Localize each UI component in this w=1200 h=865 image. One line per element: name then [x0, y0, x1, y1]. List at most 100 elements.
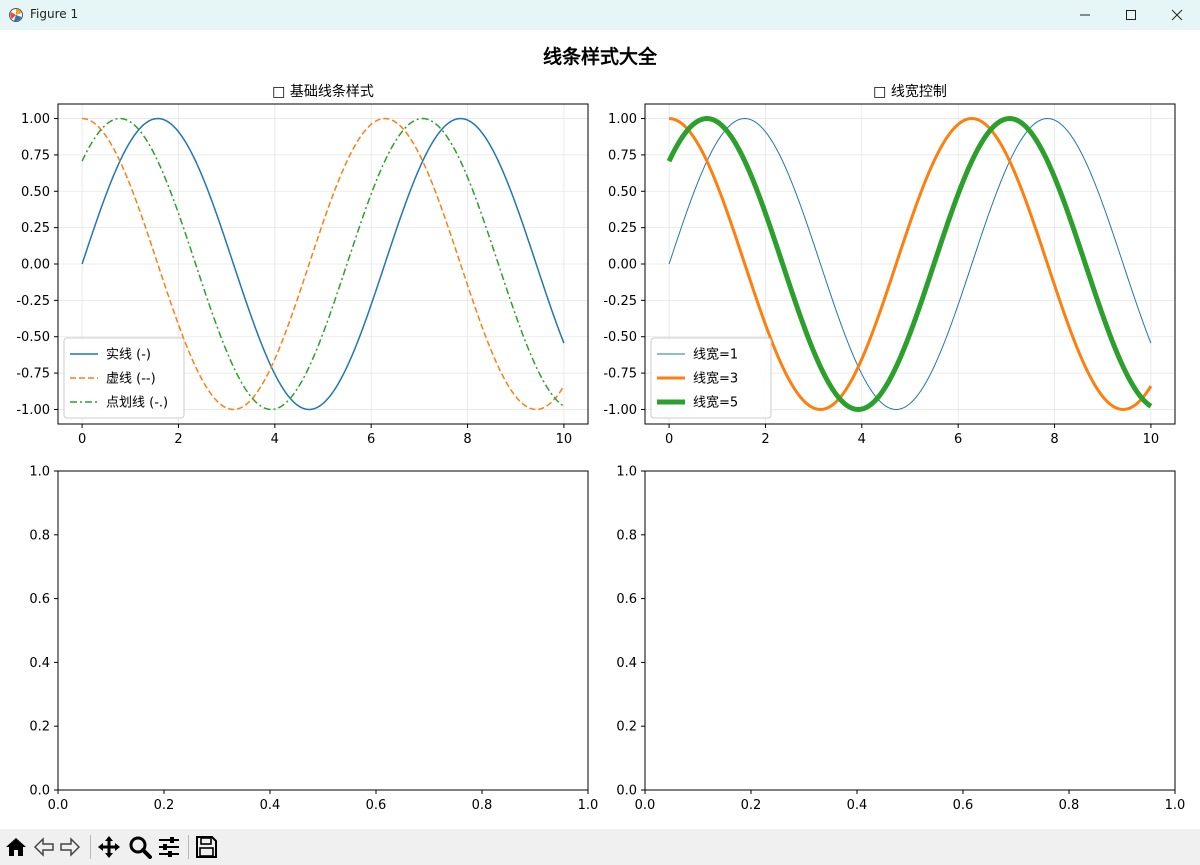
- home-icon: [6, 838, 26, 856]
- back-icon: [33, 837, 54, 857]
- minimize-button[interactable]: [1062, 0, 1108, 30]
- pan-button[interactable]: [97, 835, 121, 859]
- y-tick-label: 0.50: [21, 185, 50, 200]
- toolbar-separator: [188, 835, 189, 859]
- x-tick-label: 2: [174, 432, 182, 447]
- legend-box: [63, 337, 185, 419]
- close-icon: [1171, 9, 1183, 21]
- series-line-3: [81, 117, 565, 411]
- x-tick-label: 8: [1050, 432, 1058, 447]
- y-tick-label: 0.25: [21, 221, 50, 236]
- y-tick-label: 0.00: [608, 258, 637, 273]
- y-tick-label: 0.8: [616, 528, 637, 543]
- legend-box: [650, 337, 772, 419]
- y-tick-label: -0.25: [16, 294, 50, 309]
- figure-canvas: 线条样式大全 0 2 4 6 8 101.000.750.500.250.00-0.25-…: [0, 30, 1200, 829]
- legend-label: 线宽=3: [693, 371, 738, 387]
- y-tick-label: 0.75: [608, 148, 637, 163]
- x-tick-label: 4: [271, 432, 279, 447]
- y-tick-label: -0.25: [603, 294, 637, 309]
- y-tick-label: 0.8: [29, 528, 50, 543]
- toolbar-separator: [90, 835, 91, 859]
- axes-frame: [644, 470, 1176, 791]
- x-tick-label: 6: [954, 432, 962, 447]
- y-tick-label: 1.0: [616, 465, 637, 480]
- figure-suptitle: 线条样式大全: [543, 45, 658, 68]
- x-tick-label: 4: [858, 432, 866, 447]
- x-tick-label: 8: [463, 432, 471, 447]
- save-button[interactable]: [194, 835, 218, 859]
- axes-frame: [57, 470, 589, 791]
- subplot-1: 0 2 4 6 8 10 1.00 0.75 0.50 0.25 0.00 -0.25 -0.50 -0.…: [16, 83, 589, 447]
- navigation-toolbar: [0, 829, 1200, 865]
- subplot-2: 0 2 4 6 8 10 1.00 0.75 0.50 0.25 0.00 -0.25 -0.50 -0.…: [603, 83, 1176, 447]
- legend-label: 线宽=5: [693, 395, 738, 411]
- y-tick-label: 0.6: [616, 592, 637, 607]
- x-tick-label: 0.8: [1059, 798, 1080, 813]
- legend-label: 点划线 (-.): [106, 396, 168, 411]
- y-tick-label: -0.50: [603, 330, 637, 345]
- forward-button[interactable]: [58, 835, 82, 859]
- subplot-title: □ 基础线条样式: [272, 83, 374, 100]
- legend-label: 虚线 (--): [106, 372, 156, 387]
- y-tick-label: 0.0: [29, 784, 50, 799]
- back-button[interactable]: [32, 835, 56, 859]
- configure-icon: [159, 837, 179, 857]
- matplotlib-app-icon: [8, 7, 24, 23]
- y-tick-label: 0.6: [29, 592, 50, 607]
- x-tick-label: 0.2: [154, 798, 175, 813]
- maximize-icon: [1126, 10, 1136, 20]
- y-tick-label: -1.00: [603, 403, 637, 418]
- x-tick-label: 0: [665, 432, 673, 447]
- x-tick-label: 2: [761, 432, 769, 447]
- x-tick-label: 0.0: [635, 798, 656, 813]
- home-button[interactable]: [4, 835, 28, 859]
- x-tick-label: 0.4: [847, 798, 868, 813]
- y-tick-label: 1.00: [21, 112, 50, 127]
- x-tick-label: 0.0: [48, 798, 69, 813]
- legend-label: 线宽=1: [693, 347, 738, 363]
- configure-subplots-button[interactable]: [157, 835, 181, 859]
- y-tick-label: 0.75: [21, 148, 50, 163]
- y-tick-label: -0.75: [603, 367, 637, 382]
- y-tick-label: -0.50: [16, 330, 50, 345]
- x-tick-label: 10: [556, 432, 573, 447]
- window-titlebar: Figure 1: [0, 0, 1200, 30]
- zoom-icon: [129, 836, 152, 859]
- y-tick-label: 1.00: [608, 112, 637, 127]
- minimize-icon: [1080, 14, 1090, 16]
- series-line-2: [669, 117, 1153, 411]
- legend: 实线 (-) 虚线 (--) 点划线 (-.): [63, 337, 185, 419]
- x-tick-label: 0: [78, 432, 86, 447]
- window-title: Figure 1: [30, 7, 79, 21]
- x-tick-label: 0.4: [260, 798, 281, 813]
- series-line-3: [666, 116, 1153, 412]
- maximize-button[interactable]: [1108, 0, 1154, 30]
- legend: 线宽=1 线宽=3 线宽=5: [650, 337, 772, 419]
- forward-icon: [60, 837, 81, 857]
- legend-label: 实线 (-): [106, 348, 151, 363]
- y-tick-label: 0.2: [616, 720, 637, 735]
- y-tick-label: 0.4: [616, 656, 637, 671]
- save-icon: [196, 836, 217, 858]
- series-line-2: [82, 117, 565, 411]
- x-tick-label: 0.6: [953, 798, 974, 813]
- x-tick-label: 0.8: [472, 798, 493, 813]
- y-tick-label: 0.00: [21, 258, 50, 273]
- subplot-3: 0.0 0.2 0.4 0.6 0.8 1.0 0.0 0.2 0.4 0.6 0.8 1.0: [29, 465, 598, 814]
- x-tick-label: 1.0: [578, 798, 599, 813]
- pan-icon: [98, 836, 120, 858]
- zoom-button[interactable]: [128, 835, 152, 859]
- series-line-1: [668, 118, 1152, 410]
- y-tick-label: -1.00: [16, 403, 50, 418]
- y-tick-label: 0.2: [29, 720, 50, 735]
- y-tick-label: 0.25: [608, 221, 637, 236]
- y-tick-label: 0.50: [608, 185, 637, 200]
- y-tick-label: 1.0: [29, 465, 50, 480]
- subplot-4: 0.0 0.2 0.4 0.6 0.8 1.0 0.0 0.2 0.4 0.6 0.8 1.0: [616, 465, 1185, 814]
- close-button[interactable]: [1154, 0, 1200, 30]
- y-tick-label: 0.4: [29, 656, 50, 671]
- x-tick-label: 6: [367, 432, 375, 447]
- series-line-1: [81, 117, 565, 411]
- x-tick-label: 10: [1143, 432, 1160, 447]
